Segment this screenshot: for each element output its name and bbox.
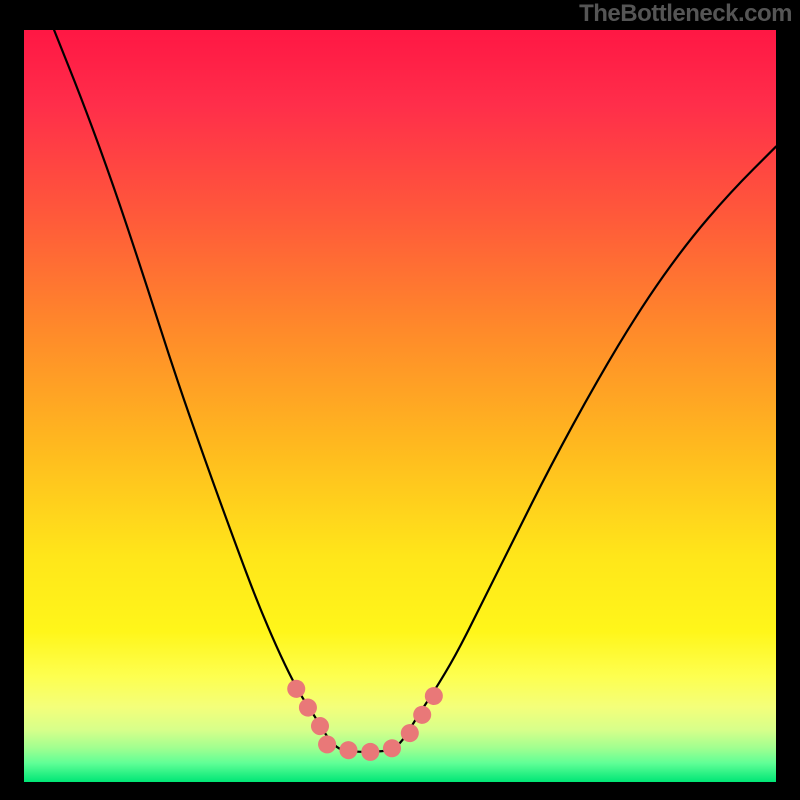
chart-container: TheBottleneck.com (0, 0, 800, 800)
watermark-text: TheBottleneck.com (579, 0, 792, 28)
plot-background (24, 30, 776, 782)
bottleneck-chart (0, 0, 800, 800)
